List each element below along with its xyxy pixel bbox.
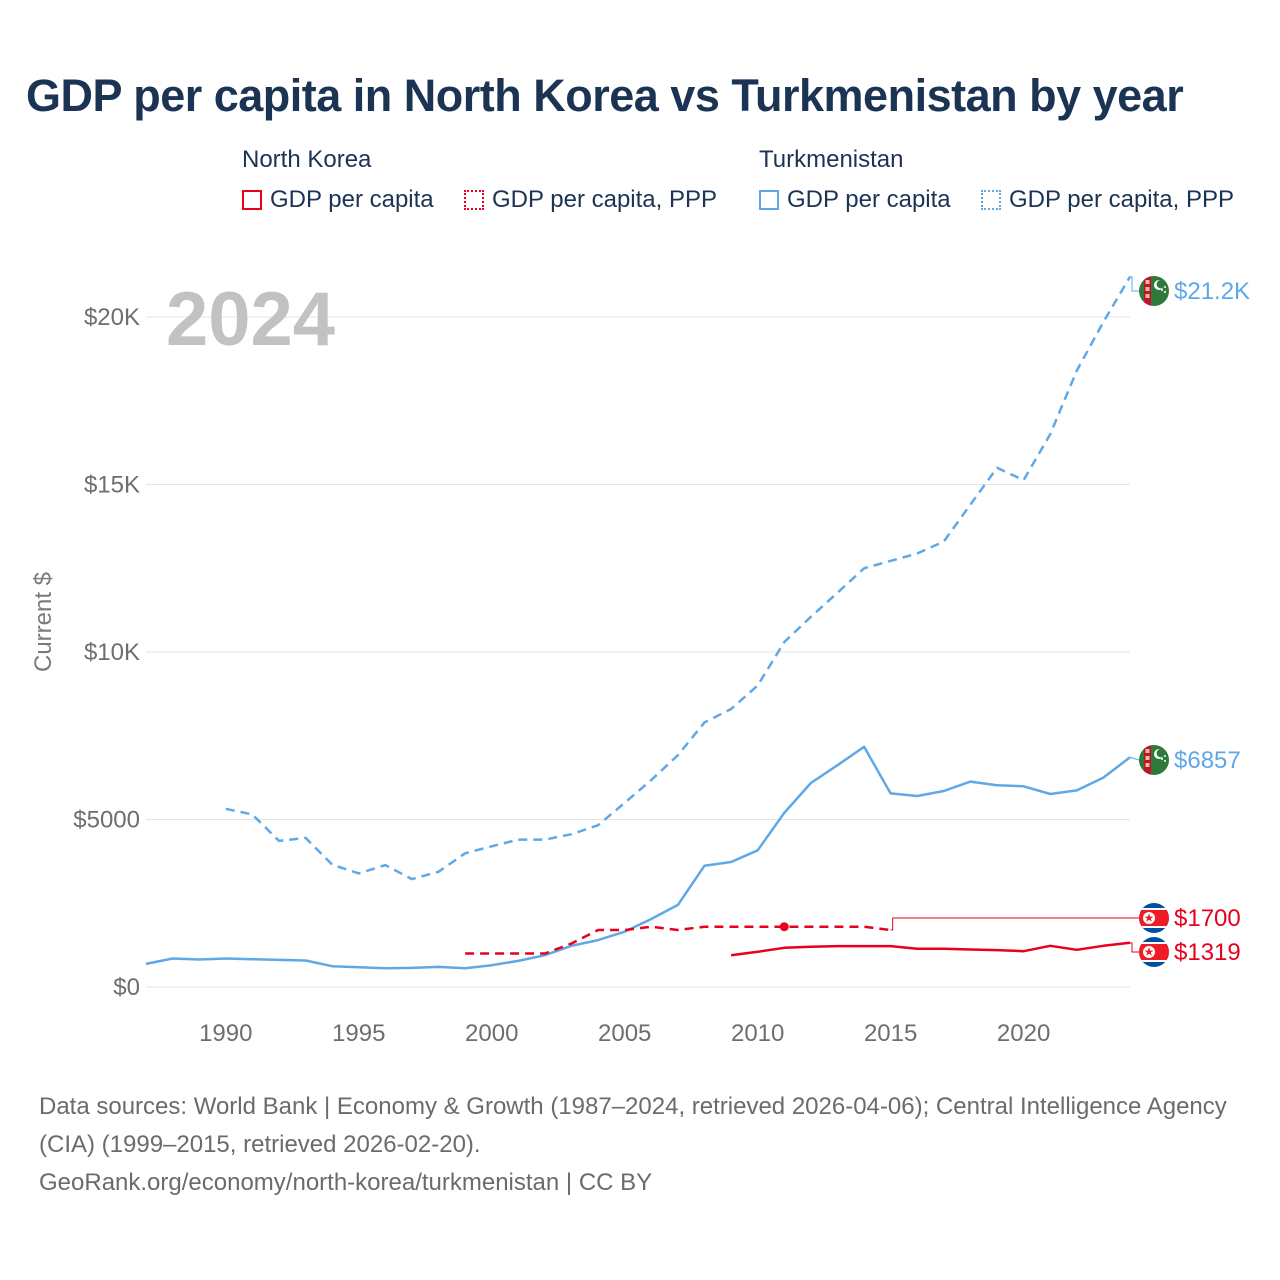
legend-swatch-solid [759,190,779,210]
y-tick-label: $10K [84,639,140,666]
grid-lines [146,316,1130,988]
legend-group-north-korea: North Korea [242,146,372,173]
legend-group-turkmenistan: Turkmenistan [759,146,904,173]
x-tick-label: 2005 [598,1020,651,1047]
series-line-north-korea-gdp-per-capita [730,941,1131,957]
label-connector [1130,276,1139,292]
x-tick-label: 2000 [465,1020,518,1047]
legend-label: GDP per capita [270,186,434,213]
y-tick-label: $5000 [73,807,140,834]
legend-label: GDP per capita [787,186,951,213]
x-tick-label: 2020 [997,1020,1050,1047]
label-connector [890,917,1139,931]
end-value-label: $6857 [1174,747,1241,774]
series [145,276,1132,970]
end-labels: $21.2K $6857 $1700 $1319 [1139,276,1250,967]
chart-title: GDP per capita in North Korea vs Turkmen… [26,70,1184,121]
series-line-north-korea-gdp-per-capita-ppp [465,925,891,955]
legend-swatch-dotted [981,190,1001,210]
data-sources: Data sources: World Bank | Economy & Gro… [39,1093,1227,1158]
y-tick-label: $15K [84,472,140,499]
legend-item-nk-gdp[interactable]: GDP per capita [242,186,434,214]
end-value-label: $21.2K [1174,278,1250,305]
data-point-marker[interactable] [779,922,789,932]
line-chart: $0 $5000 $10K $15K $20K 1990 1995 2000 2005 2010 2… [30,276,1250,1047]
legend-label: GDP per capita, PPP [492,186,717,213]
legend-item-nk-gdp-ppp[interactable]: GDP per capita, PPP [464,186,717,214]
y-tick-label: $0 [113,974,140,1001]
north-korea-flag-icon [1139,903,1169,933]
legend-label: GDP per capita, PPP [1009,186,1234,213]
y-axis-label: Current $ [30,572,57,672]
series-line-turkmenistan-gdp-per-capita-ppp [225,276,1132,881]
x-tick-label: 1990 [199,1020,252,1047]
turkmenistan-flag-icon [1139,745,1169,775]
legend-swatch-dotted [464,190,484,210]
legend-swatch-solid [242,190,262,210]
footer: Data sources: World Bank | Economy & Gro… [39,1088,1249,1202]
legend-item-tm-gdp-ppp[interactable]: GDP per capita, PPP [981,186,1234,214]
north-korea-flag-icon [1139,937,1169,967]
axes: $0 $5000 $10K $15K $20K 1990 1995 2000 2005 2010 2… [73,304,1050,1047]
turkmenistan-flag-icon [1139,276,1169,306]
end-value-label: $1319 [1174,939,1241,966]
legend-item-tm-gdp[interactable]: GDP per capita [759,186,951,214]
x-tick-label: 2010 [731,1020,784,1047]
label-connector [1129,756,1140,761]
credit-link[interactable]: GeoRank.org/economy/north-korea/turkmeni… [39,1169,653,1196]
series-line-turkmenistan-gdp-per-capita [145,745,1131,970]
x-tick-label: 2015 [864,1020,917,1047]
label-connectors [890,276,1140,953]
label-connector [1130,942,1139,953]
year-badge: 2024 [166,277,335,362]
end-value-label: $1700 [1174,905,1241,932]
y-tick-label: $20K [84,304,140,331]
x-tick-label: 1995 [332,1020,385,1047]
